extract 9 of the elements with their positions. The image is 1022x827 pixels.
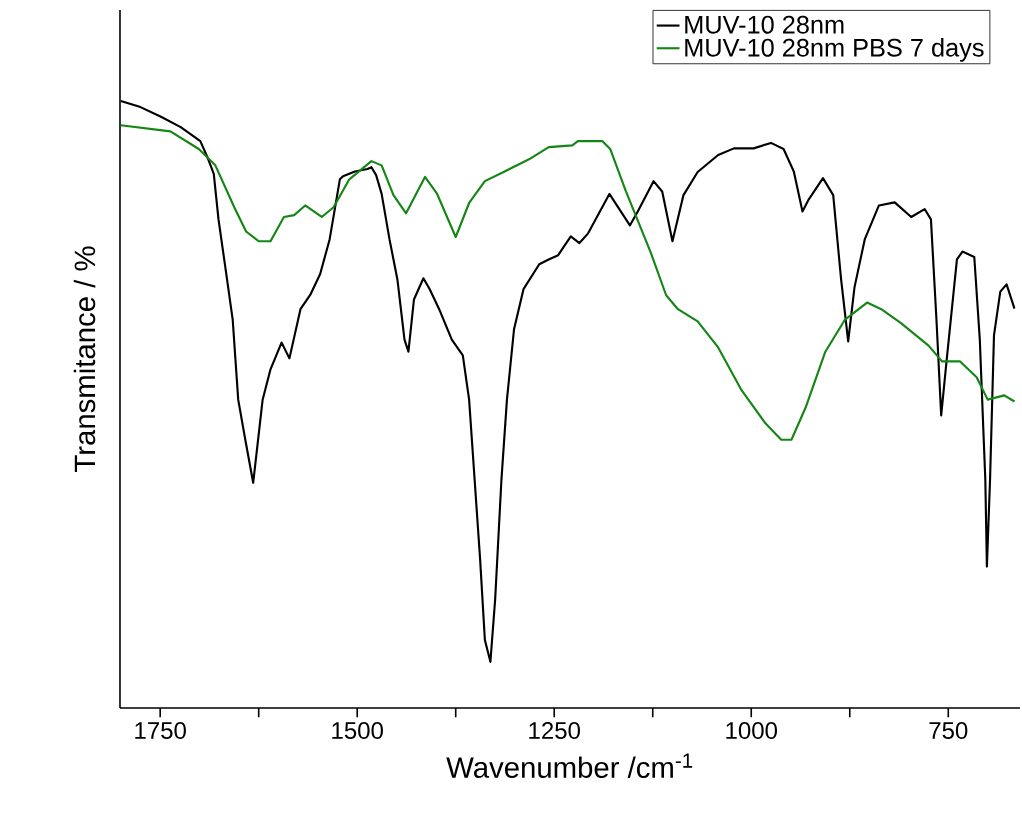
x-tick-label: 1750: [135, 722, 186, 740]
legend-label: MUV-10 28nm: [685, 15, 844, 34]
x-tick-label: 1250: [529, 722, 580, 740]
x-tick-label: 1500: [332, 722, 383, 740]
x-tick-label: 1000: [726, 722, 778, 740]
x-axis-title: Wavenumber /cm$^{-1}$: [446, 753, 693, 778]
legend-label: MUV-10 28nm PBS 7 days: [685, 38, 984, 62]
y-axis-title: Transmitance / %: [73, 246, 96, 472]
x-tick-label: 750: [929, 722, 968, 740]
